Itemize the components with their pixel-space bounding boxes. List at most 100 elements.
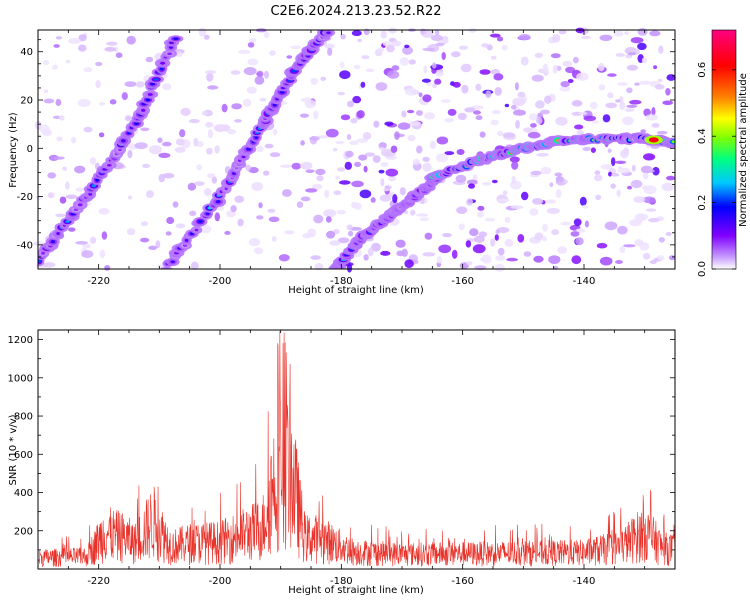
heatmap-cell: [75, 241, 88, 245]
heatmap-cell: [452, 81, 461, 88]
heatmap-cell: [157, 137, 163, 143]
heatmap-cell: [641, 57, 648, 64]
heatmap-cell: [188, 119, 200, 124]
heatmap-cell: [56, 136, 63, 142]
heatmap-cell: [340, 34, 346, 40]
heatmap-cell: [305, 188, 318, 193]
heatmap-cell: [407, 109, 415, 114]
heatmap-cell: [99, 102, 106, 106]
heatmap-cell: [567, 79, 574, 83]
heatmap-cell: [656, 130, 668, 135]
heatmap-cell: [320, 76, 327, 82]
colorbar-tick-label: 0.6: [697, 62, 708, 78]
heatmap-cell: [542, 223, 548, 232]
heatmap-cell: [351, 180, 364, 188]
heatmap-cell: [521, 191, 529, 201]
heatmap-cell: [637, 28, 648, 36]
heatmap-cell: [501, 44, 508, 51]
heatmap-cell: [329, 240, 341, 246]
heatmap-cell: [379, 194, 392, 202]
heatmap-cell: [75, 187, 86, 192]
heatmap-cell: [630, 179, 643, 189]
heatmap-cell: [325, 216, 332, 223]
heatmap-cell: [83, 126, 93, 133]
heatmap-cell: [649, 30, 661, 37]
heatmap-cell: [81, 250, 94, 259]
heatmap-cell: [353, 64, 361, 69]
heatmap-cell: [190, 261, 199, 270]
heatmap-cell: [494, 87, 502, 96]
heatmap-cell: [530, 170, 542, 176]
heatmap-cell: [514, 82, 519, 91]
heatmap-cell: [323, 209, 337, 218]
heatmap-cell: [545, 199, 557, 204]
heatmap-cell: [542, 63, 549, 73]
heatmap-cell: [627, 185, 632, 190]
heatmap-cell: [58, 115, 65, 121]
heatmap-cell: [527, 131, 541, 139]
heatmap-cell: [530, 123, 537, 128]
heatmap-cell: [495, 229, 500, 234]
heatmap-cell: [617, 225, 628, 235]
heatmap-cell: [413, 158, 420, 166]
heatmap-cell: [336, 209, 347, 215]
colorbar-gradient: [711, 29, 737, 270]
heatmap-cell: [158, 152, 171, 158]
heatmap-cell: [619, 246, 626, 253]
heatmap-cell: [62, 166, 67, 171]
heatmap-cell: [579, 196, 587, 206]
heatmap-cell: [622, 116, 634, 126]
heatmap-cell: [43, 98, 55, 104]
heatmap-x-axis-label: Height of straight line (km): [288, 285, 424, 296]
heatmap-cell: [362, 132, 372, 140]
x-tick-label: -220: [87, 576, 110, 587]
heatmap-cell: [560, 81, 570, 88]
heatmap-x-ticks: -220 -200 -180 -160 -140: [67, 30, 676, 287]
heatmap-cell: [520, 56, 529, 66]
heatmap-cell: [230, 205, 237, 213]
heatmap-cell: [348, 230, 354, 237]
heatmap-cell: [466, 179, 478, 185]
heatmap-cell: [211, 176, 217, 184]
heatmap-cell: [626, 104, 638, 109]
heatmap-cell: [101, 231, 108, 240]
heatmap-cell: [141, 108, 146, 112]
heatmap-cell: [95, 178, 99, 182]
heatmap-cell: [351, 30, 362, 37]
heatmap-cell: [422, 156, 430, 162]
heatmap-cell: [55, 213, 66, 218]
snr-line: [38, 330, 675, 568]
heatmap-plot: [33, 27, 676, 273]
heatmap-cell: [269, 152, 281, 158]
heatmap-cell: [226, 128, 237, 135]
heatmap-cell: [548, 255, 561, 264]
heatmap-cell: [367, 247, 374, 257]
heatmap-cell: [575, 228, 586, 233]
heatmap-cell: [391, 40, 402, 47]
heatmap-cell: [610, 183, 616, 189]
heatmap-cell: [65, 220, 70, 223]
heatmap-cell: [272, 128, 278, 136]
snr-plot-frame: [37, 329, 676, 570]
heatmap-cell: [333, 190, 342, 196]
heatmap-cell: [78, 34, 87, 42]
heatmap-cell: [485, 90, 492, 98]
heatmap-cell: [325, 128, 339, 138]
heatmap-cell: [599, 34, 613, 41]
heatmap-cell: [458, 45, 469, 50]
heatmap-cell: [490, 55, 497, 60]
figure-title: C2E6.2024.213.23.52.R22: [270, 4, 441, 19]
heatmap-cell: [444, 151, 455, 156]
heatmap-cell: [310, 255, 322, 260]
snr-y-axis-label: SNR (10 * v/v): [8, 414, 19, 485]
heatmap-cell: [515, 120, 520, 129]
heatmap-cell: [442, 233, 452, 238]
heatmap-cell: [38, 259, 41, 263]
heatmap-cell: [89, 157, 96, 165]
heatmap-cell: [168, 46, 173, 49]
heatmap-cell: [126, 228, 136, 236]
heatmap-cell: [657, 78, 663, 83]
heatmap-cell: [373, 120, 380, 128]
heatmap-cell: [626, 64, 639, 71]
heatmap-cell: [247, 42, 255, 48]
